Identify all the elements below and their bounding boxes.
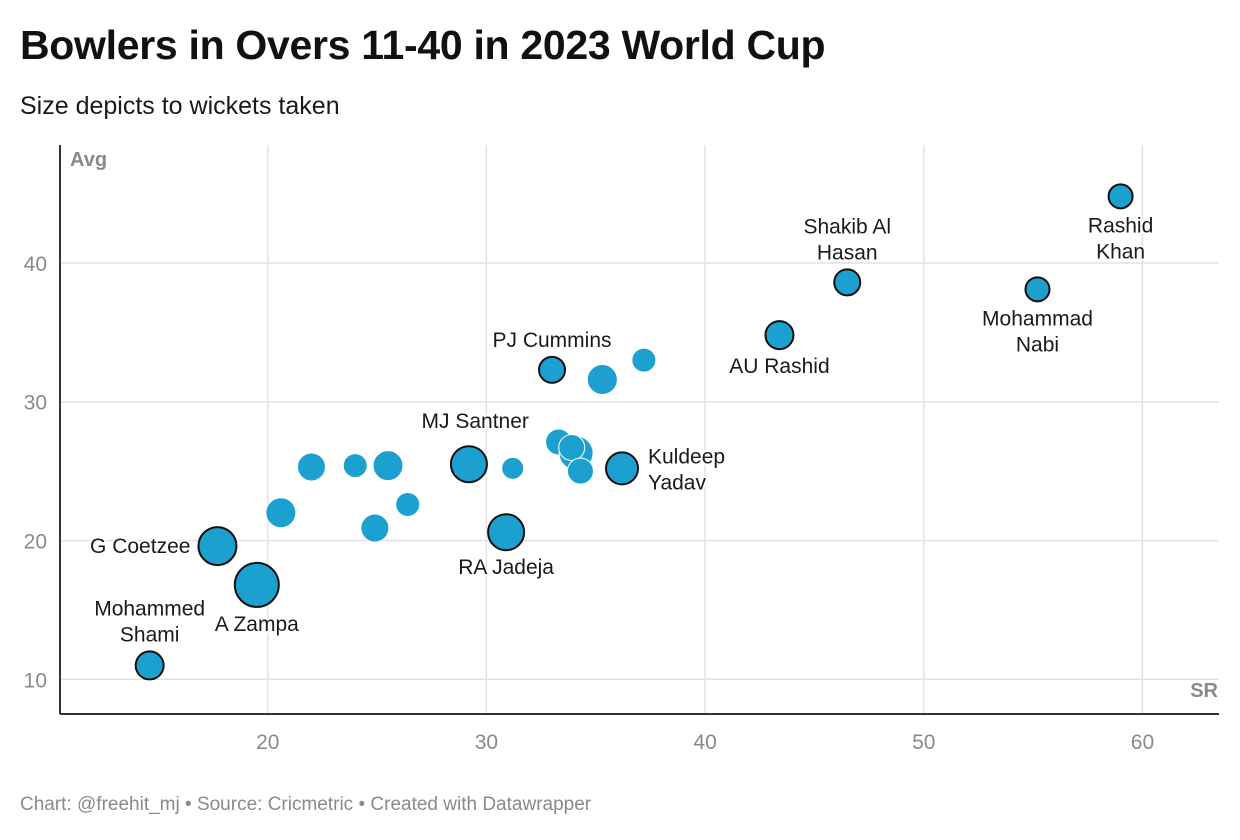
point-label-line: Kuldeep <box>648 445 725 468</box>
point-label-line: Mohammad <box>982 307 1093 330</box>
point-label: AU Rashid <box>729 355 829 378</box>
x-tick-label: 50 <box>912 731 935 754</box>
chart-footer-credit: Chart: @freehit_mj • Source: Cricmetric … <box>20 794 592 815</box>
point-label-line: AU Rashid <box>729 355 829 378</box>
point-label: Kuldeep Yadav <box>648 445 725 494</box>
labeled-data-point <box>449 445 488 484</box>
labeled-data-point <box>233 561 280 608</box>
point-label-line: Khan <box>1096 240 1145 263</box>
x-tick-label: 30 <box>475 731 498 754</box>
data-point <box>360 513 390 543</box>
chart-title: Bowlers in Overs 11-40 in 2023 World Cup <box>20 22 826 68</box>
point-label-line: Shakib Al <box>803 215 891 238</box>
point-label: Shakib Al Hasan <box>803 215 891 264</box>
y-tick-label: 30 <box>24 392 47 415</box>
point-label-line: Yadav <box>648 471 706 494</box>
y-axis-title: Avg <box>70 149 107 171</box>
data-point <box>265 497 297 529</box>
point-labels: Mohammed Shami G Coetzee A Zampa MJ Santner R… <box>88 212 1155 648</box>
point-label-line: PJ Cummins <box>493 329 612 352</box>
x-tick-label: 40 <box>693 731 716 754</box>
labeled-data-point <box>134 650 165 681</box>
grid-lines <box>60 145 1219 714</box>
point-label-line: Shami <box>120 623 180 646</box>
point-label: PJ Cummins <box>493 329 612 352</box>
point-label-line: Hasan <box>817 241 878 264</box>
x-tick-label: 20 <box>256 731 279 754</box>
data-point <box>296 452 326 482</box>
data-point <box>566 457 594 485</box>
data-point <box>558 434 586 462</box>
point-label: MJ Santner <box>422 410 529 433</box>
x-tick-label: 60 <box>1131 731 1154 754</box>
data-point <box>395 491 421 517</box>
chart-subtitle: Size depicts to wickets taken <box>20 92 340 120</box>
point-label-line: Rashid <box>1088 214 1153 237</box>
y-tick-label: 20 <box>24 531 47 554</box>
point-label: A Zampa <box>215 613 299 636</box>
point-label: Rashid Khan <box>1088 214 1153 263</box>
data-point <box>372 450 404 482</box>
point-label-line: Nabi <box>1016 333 1059 356</box>
data-points <box>134 183 1134 681</box>
labeled-data-point <box>1024 276 1051 303</box>
data-point <box>342 453 368 479</box>
point-label: Mohammad Nabi <box>982 307 1093 356</box>
point-label-line: A Zampa <box>215 613 299 636</box>
y-tick-label: 10 <box>24 669 47 692</box>
point-label-line: G Coetzee <box>90 535 190 558</box>
labeled-data-point <box>605 451 640 486</box>
labeled-data-point <box>764 320 795 351</box>
labeled-data-point <box>1107 183 1134 210</box>
labeled-data-point <box>487 513 526 552</box>
point-label-line: MJ Santner <box>422 410 529 433</box>
axes: 20 30 40 50 60 10 20 30 40 Avg SR <box>24 145 1219 754</box>
point-label: Mohammed Shami <box>94 597 205 646</box>
point-label-line: RA Jadeja <box>458 556 554 579</box>
labeled-data-point <box>538 355 567 384</box>
point-label: RA Jadeja <box>458 556 554 579</box>
data-point <box>631 347 657 373</box>
point-label-line: Mohammed <box>94 597 205 620</box>
data-point <box>586 364 618 396</box>
labeled-data-point <box>833 268 862 297</box>
x-axis-title: SR <box>1190 680 1218 702</box>
y-tick-label: 40 <box>24 253 47 276</box>
labeled-data-point <box>197 526 238 567</box>
point-label: G Coetzee <box>90 535 190 558</box>
data-point <box>501 456 525 480</box>
